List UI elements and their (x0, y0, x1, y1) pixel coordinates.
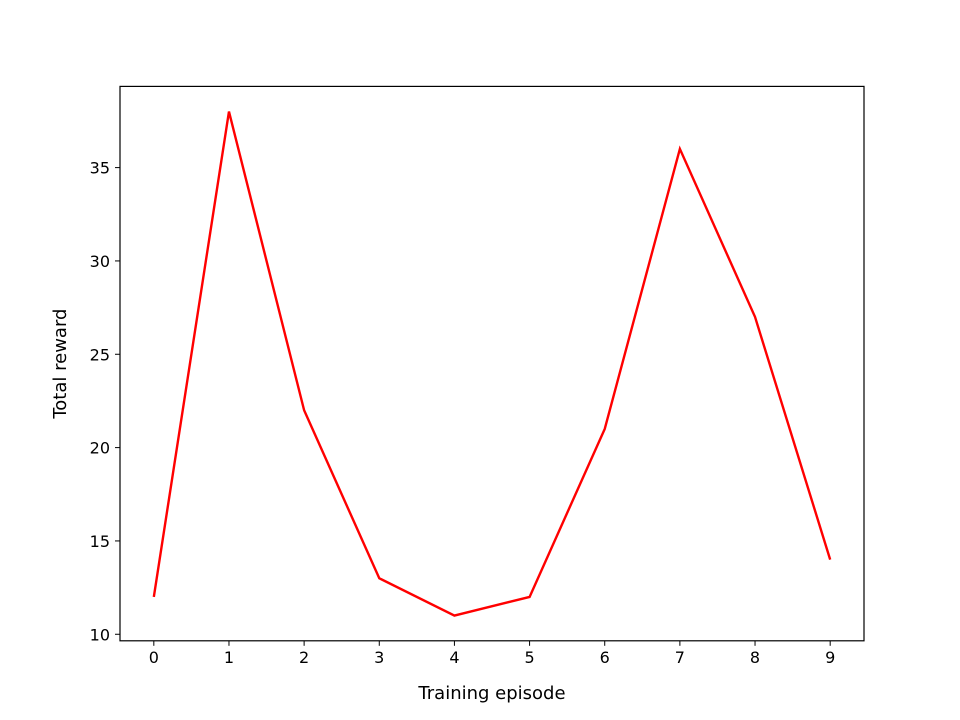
y-axis-label: Total reward (50, 309, 71, 420)
x-tick-label: 0 (149, 648, 159, 667)
plot-area-frame (119, 85, 865, 642)
x-tick-label: 8 (750, 648, 760, 667)
x-tick-label: 1 (224, 648, 234, 667)
x-tick-label: 4 (449, 648, 459, 667)
y-tick-label: 15 (90, 532, 110, 551)
x-tick-label: 9 (825, 648, 835, 667)
y-tick-label: 10 (90, 625, 110, 644)
y-tick-label: 20 (90, 439, 110, 458)
axis-ticks: 0 1 2 3 4 5 6 7 8 9 10 15 20 25 30 35 (90, 159, 836, 667)
series-group (152, 111, 832, 617)
x-tick-label: 6 (600, 648, 610, 667)
x-tick-label: 5 (524, 648, 534, 667)
x-tick-label: 2 (299, 648, 309, 667)
series-line (152, 111, 832, 617)
y-tick-label: 35 (90, 159, 110, 178)
y-tick-label: 25 (90, 345, 110, 364)
y-tick-label: 30 (90, 252, 110, 271)
x-tick-label: 7 (675, 648, 685, 667)
x-tick-label: 3 (374, 648, 384, 667)
x-axis-label: Training episode (417, 683, 565, 704)
